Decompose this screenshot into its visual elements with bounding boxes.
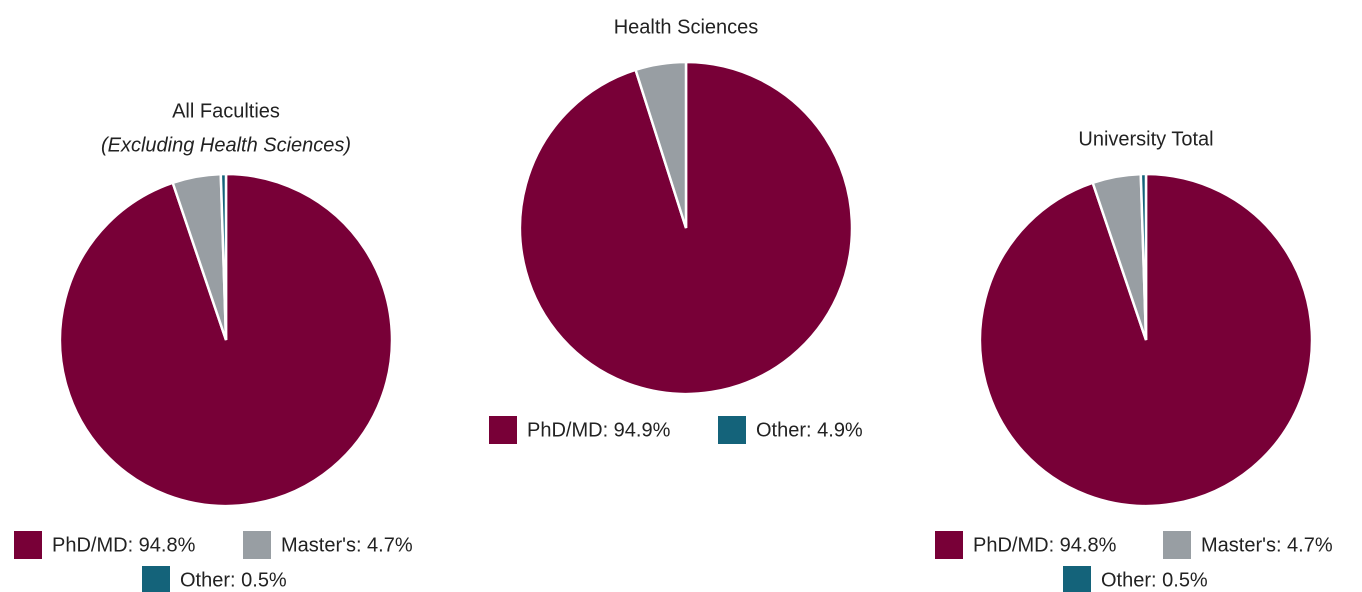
chart-title: All Faculties — [172, 100, 280, 122]
pie-slice — [634, 60, 688, 229]
chart-title: Health Sciences — [614, 16, 759, 38]
pie-slice — [219, 172, 228, 341]
legend-label: Other: 0.5% — [180, 569, 287, 591]
pie-slice — [1139, 172, 1148, 341]
legend-label: Master's: 4.7% — [1201, 534, 1333, 556]
chart-subtitle: (Excluding Health Sciences) — [101, 134, 351, 156]
legend-swatch — [718, 416, 746, 444]
legend-label: PhD/MD: 94.9% — [527, 419, 671, 441]
legend-swatch — [142, 566, 170, 592]
legend-label: Other: 4.9% — [756, 419, 863, 441]
legend-swatch — [489, 416, 517, 444]
chart-title: University Total — [1078, 128, 1213, 150]
legend-swatch — [14, 531, 42, 559]
legend-label: PhD/MD: 94.8% — [973, 534, 1117, 556]
legend-swatch — [1063, 566, 1091, 592]
legend-label: Other: 0.5% — [1101, 569, 1208, 591]
legend-label: PhD/MD: 94.8% — [52, 534, 196, 556]
legend-label: Master's: 4.7% — [281, 534, 413, 556]
legend-swatch — [243, 531, 271, 559]
legend-swatch — [1163, 531, 1191, 559]
legend-swatch — [935, 531, 963, 559]
